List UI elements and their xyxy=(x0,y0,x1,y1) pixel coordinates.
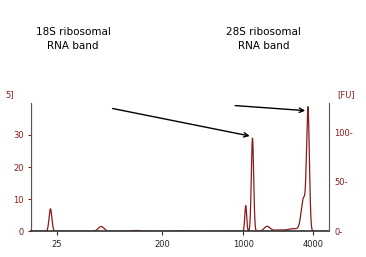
Text: 28S ribosomal
RNA band: 28S ribosomal RNA band xyxy=(226,27,301,51)
Text: [FU]: [FU] xyxy=(337,90,355,99)
Text: 5]: 5] xyxy=(6,90,14,99)
Text: 18S ribosomal
RNA band: 18S ribosomal RNA band xyxy=(36,27,111,51)
